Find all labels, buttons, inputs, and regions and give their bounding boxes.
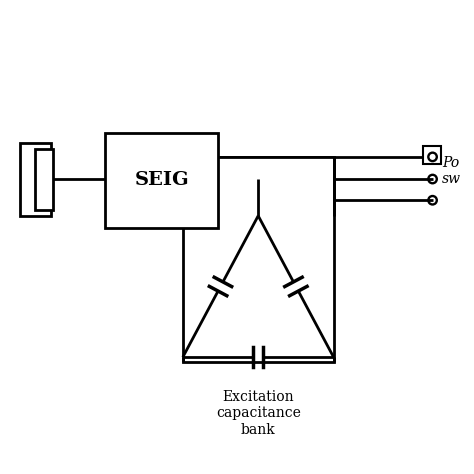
Bar bbox=[183, 157, 334, 362]
Bar bbox=[36, 149, 53, 210]
Bar bbox=[105, 133, 218, 228]
Bar bbox=[20, 143, 51, 216]
Bar bbox=[423, 146, 441, 164]
Text: Excitation
capacitance
bank: Excitation capacitance bank bbox=[216, 390, 301, 437]
Text: Po
sw: Po sw bbox=[442, 156, 461, 186]
Text: SEIG: SEIG bbox=[134, 172, 189, 190]
